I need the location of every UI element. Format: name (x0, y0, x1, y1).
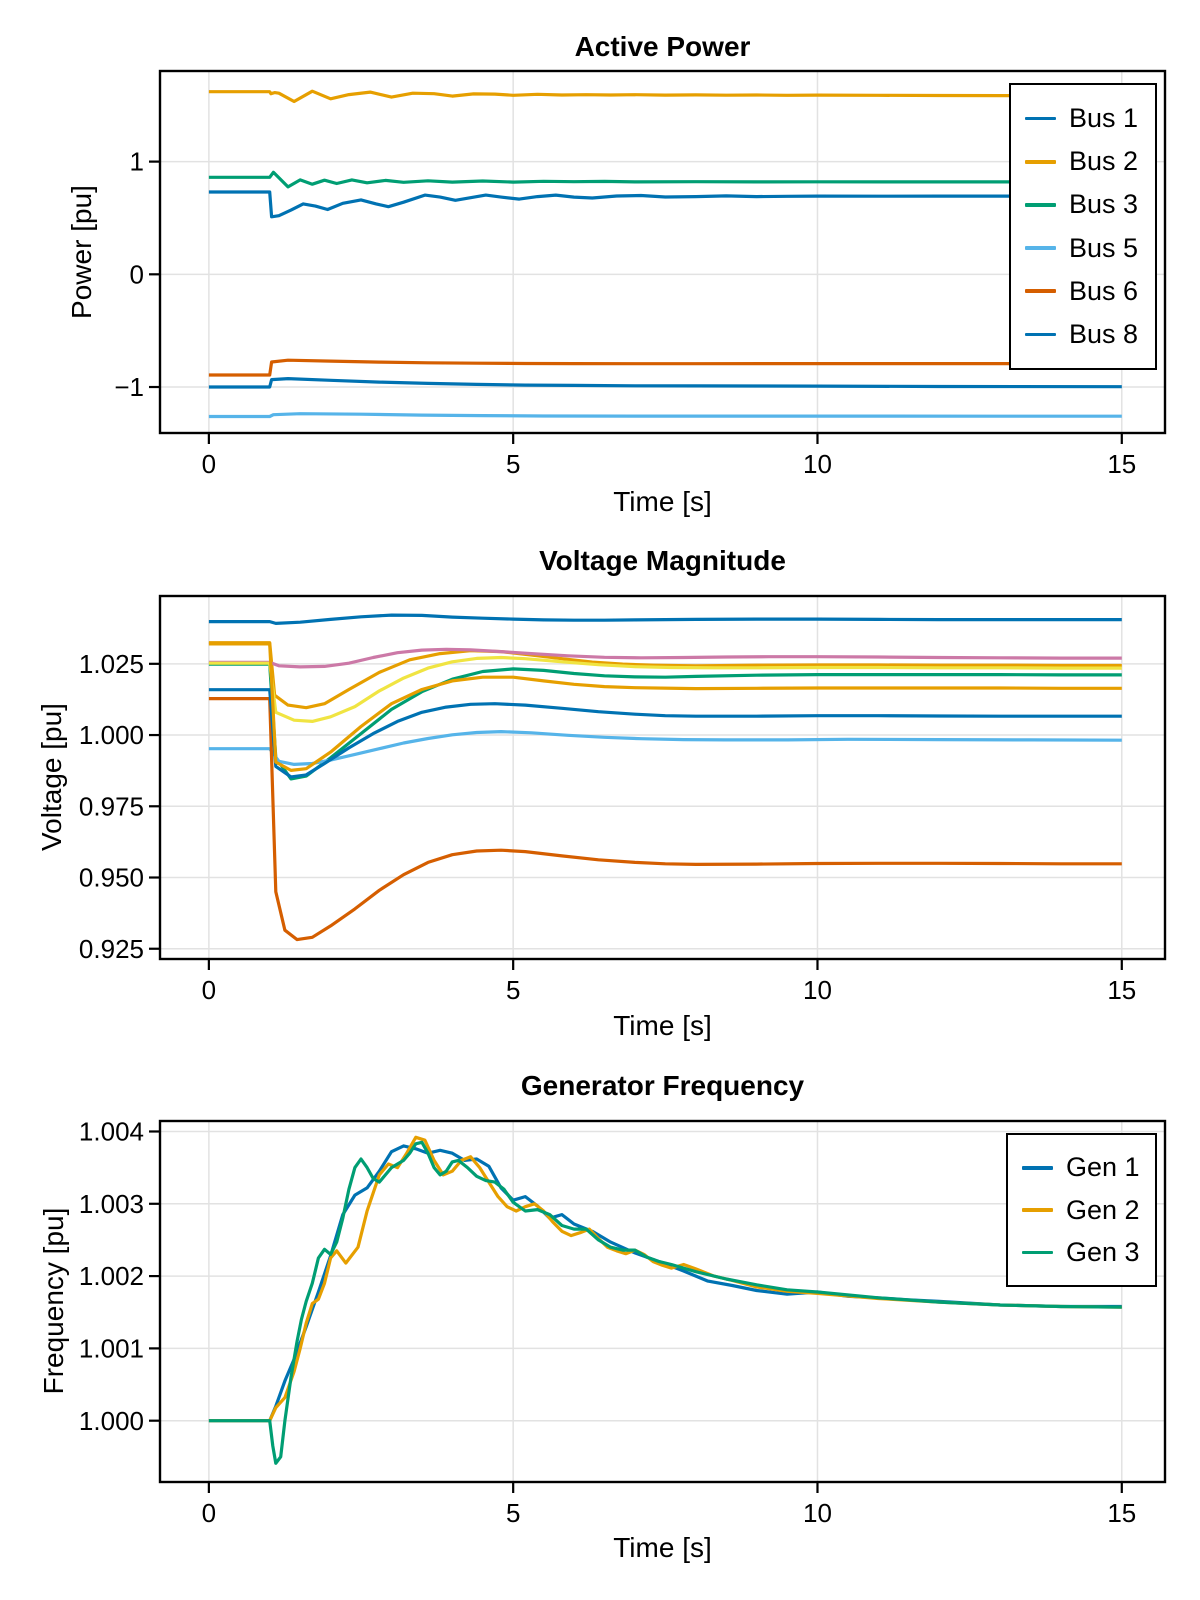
legend-swatch-line (1022, 1166, 1053, 1170)
x-tick-label: 5 (506, 449, 520, 479)
legend-entry: Gen 2 (1022, 1195, 1141, 1226)
legend-swatch-line (1022, 1250, 1053, 1254)
gridlines (160, 596, 1165, 959)
axis-ticks: 0 5 10 15 −1 0 1 (114, 147, 1136, 479)
series-lines (208, 89, 1122, 419)
gridlines (160, 1121, 1165, 1482)
y-tick-label: 0 (130, 259, 144, 289)
y-tick-label: 1.000 (79, 720, 144, 750)
y-axis-label: Voltage [pu] (36, 703, 67, 851)
legend-entry-label: Bus 2 (1069, 146, 1139, 177)
series-line-bus-1 (208, 613, 1122, 626)
legend-entry: Bus 3 (1025, 189, 1141, 220)
y-tick-label: 1.004 (79, 1117, 144, 1147)
y-tick-label: 1.002 (79, 1261, 144, 1291)
x-axis-label: Time [s] (613, 1532, 712, 1563)
series-line-bus-6 (208, 358, 1122, 377)
legend-swatch-line (1025, 116, 1056, 121)
legend-entry-label: Bus 1 (1069, 103, 1139, 134)
x-tick-label: 10 (803, 449, 832, 479)
series-line-bus-9 (208, 642, 1122, 773)
series-line-bus-3 (208, 170, 1122, 189)
legend-entry: Bus 1 (1025, 103, 1141, 134)
chart-title: Voltage Magnitude (539, 545, 786, 576)
series-line-bus-4 (208, 647, 1122, 669)
legend: Gen 1 Gen 2 Gen 3 (1006, 1133, 1157, 1287)
plot-frame (158, 594, 1167, 961)
legend-entry-label: Gen 3 (1066, 1236, 1140, 1267)
series-lines (208, 613, 1122, 942)
x-tick-label: 10 (803, 975, 832, 1005)
x-tick-label: 15 (1107, 1498, 1136, 1528)
y-tick-label: 0.950 (79, 863, 144, 893)
x-axis-label: Time [s] (613, 1010, 712, 1041)
legend-entry-label: Bus 3 (1069, 189, 1139, 220)
series-line-bus-8 (208, 688, 1122, 779)
x-axis-label: Time [s] (613, 486, 712, 517)
series-line-bus-6 (208, 696, 1122, 942)
series-line-bus-5 (208, 729, 1122, 767)
y-axis-label: Power [pu] (66, 185, 97, 319)
axis-ticks: 0 5 10 15 0.925 0.950 0.975 1.000 1.025 (79, 649, 1136, 1005)
x-tick-label: 5 (506, 1498, 520, 1528)
legend-entry: Gen 1 (1022, 1152, 1141, 1183)
y-tick-label: 1.025 (79, 649, 144, 679)
x-tick-label: 0 (202, 975, 216, 1005)
x-tick-label: 5 (506, 975, 520, 1005)
series-line-bus-2 (208, 89, 1122, 104)
legend: Bus 1 Bus 2 Bus 3 Bus 5 Bus 6 Bus 8 (1009, 83, 1157, 370)
y-tick-label: 0.925 (79, 934, 144, 964)
legend-swatch-line (1025, 332, 1056, 337)
x-tick-label: 0 (202, 449, 216, 479)
series-line-gen-3 (208, 1140, 1122, 1465)
y-tick-label: −1 (114, 372, 144, 402)
y-tick-label: 1.003 (79, 1189, 144, 1219)
legend-swatch-line (1022, 1208, 1053, 1212)
chart-title: Active Power (574, 31, 751, 62)
y-tick-label: 1.001 (79, 1333, 144, 1363)
legend-entry-label: Bus 5 (1069, 232, 1139, 263)
legend-entry-label: Gen 1 (1066, 1152, 1140, 1183)
legend-swatch-line (1025, 289, 1056, 293)
legend-swatch-line (1025, 246, 1056, 250)
legend-swatch-line (1025, 160, 1056, 164)
chart-title: Generator Frequency (520, 1070, 805, 1101)
legend-entry-label: Bus 6 (1069, 275, 1139, 306)
legend-entry: Bus 2 (1025, 146, 1141, 177)
series-line-bus-5 (208, 412, 1122, 419)
x-tick-label: 10 (803, 1498, 832, 1528)
x-tick-label: 0 (202, 1498, 216, 1528)
series-line-bus-1 (208, 190, 1122, 219)
legend-entry: Bus 6 (1025, 276, 1141, 307)
plot-frame (158, 69, 1167, 435)
series-line-gen-1 (208, 1144, 1122, 1423)
plot-frame (158, 1119, 1167, 1484)
legend-entry: Bus 8 (1025, 319, 1141, 350)
legend-entry-label: Gen 2 (1066, 1194, 1140, 1225)
series-line-bus-3 (208, 662, 1122, 781)
legend-entry-label: Bus 8 (1069, 318, 1139, 349)
y-tick-label: 1 (130, 147, 144, 177)
y-tick-label: 0.975 (79, 791, 144, 821)
series-line-gen-2 (208, 1135, 1122, 1423)
axis-ticks: 0 5 10 15 1.000 1.001 1.002 1.003 1.004 (79, 1117, 1136, 1528)
legend-entry: Bus 5 (1025, 233, 1141, 264)
x-tick-label: 15 (1107, 449, 1136, 479)
legend-entry: Gen 3 (1022, 1237, 1141, 1268)
series-line-bus-7 (208, 655, 1122, 724)
series-lines (208, 1135, 1122, 1465)
y-axis-label: Frequency [pu] (38, 1207, 69, 1395)
series-line-bus-8 (208, 377, 1122, 389)
legend-swatch-line (1025, 203, 1056, 207)
x-tick-label: 15 (1107, 975, 1136, 1005)
y-tick-label: 1.000 (79, 1406, 144, 1436)
